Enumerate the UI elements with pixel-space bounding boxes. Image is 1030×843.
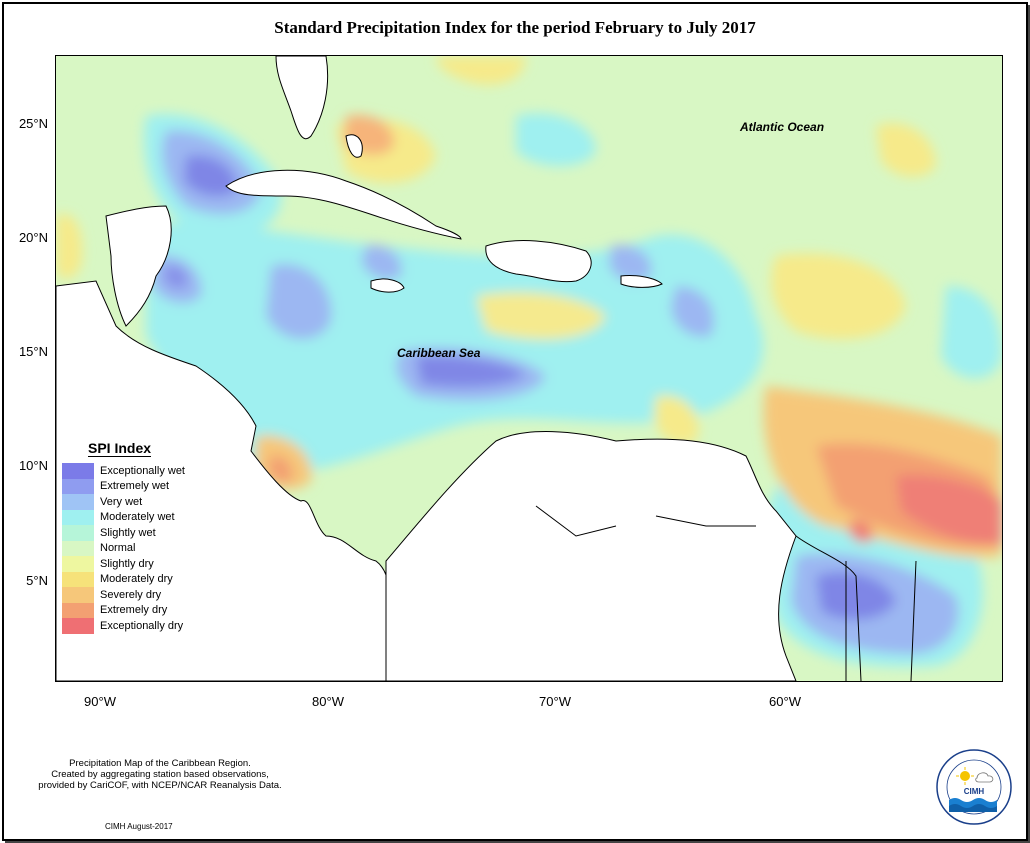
spi-legend: SPI Index Exceptionally wet Extremely wet… xyxy=(62,440,202,634)
legend-item: Slightly wet xyxy=(62,525,202,541)
legend-label: Exceptionally dry xyxy=(100,619,184,632)
legend-item: Extremely dry xyxy=(62,602,202,618)
legend-swatch xyxy=(62,556,94,572)
legend-swatch xyxy=(62,571,94,587)
legend-label: Slightly dry xyxy=(100,557,154,570)
lat-label: 25°N xyxy=(18,116,48,131)
legend-item: Exceptionally wet xyxy=(62,463,202,479)
map-title: Standard Precipitation Index for the per… xyxy=(274,18,756,37)
legend-label: Exceptionally wet xyxy=(100,464,185,477)
legend-item: Extremely wet xyxy=(62,478,202,494)
cimh-logo: CIMH xyxy=(936,749,1012,825)
lon-label: 80°W xyxy=(312,694,344,709)
legend-label: Extremely wet xyxy=(100,480,170,493)
legend-swatch xyxy=(62,494,94,510)
legend-item: Severely dry xyxy=(62,587,202,603)
legend-item: Exceptionally dry xyxy=(62,618,202,634)
legend-swatch xyxy=(62,509,94,525)
legend-item: Moderately dry xyxy=(62,571,202,587)
spi-field xyxy=(56,56,1002,681)
legend-label: Moderately dry xyxy=(100,573,173,586)
atlantic-ocean-label: Atlantic Ocean xyxy=(740,120,825,134)
legend-item: Slightly dry xyxy=(62,556,202,572)
legend-label: Very wet xyxy=(100,495,143,508)
description-line: provided by CariCOF, with NCEP/NCAR Rean… xyxy=(38,780,282,791)
legend-swatch xyxy=(62,478,94,494)
lon-label: 60°W xyxy=(769,694,801,709)
precipitation-map xyxy=(55,55,1003,682)
legend-item: Normal xyxy=(62,540,202,556)
legend-swatch xyxy=(62,540,94,556)
caribbean-sea-label: Caribbean Sea xyxy=(397,346,481,360)
map-description: Precipitation Map of the Caribbean Regio… xyxy=(10,758,310,791)
legend-label: Moderately wet xyxy=(100,511,175,524)
credit-text: CIMH August-2017 xyxy=(105,822,173,831)
description-line: Created by aggregating station based obs… xyxy=(51,769,269,780)
logo-text: CIMH xyxy=(964,787,985,796)
lat-label: 20°N xyxy=(18,230,48,245)
legend-swatch xyxy=(62,618,94,634)
lat-label: 10°N xyxy=(18,458,48,473)
legend-label: Severely dry xyxy=(100,588,162,601)
legend-item: Very wet xyxy=(62,494,202,510)
legend-swatch xyxy=(62,587,94,603)
description-line: Precipitation Map of the Caribbean Regio… xyxy=(69,758,251,769)
legend-label: Extremely dry xyxy=(100,604,168,617)
legend-item: Moderately wet xyxy=(62,509,202,525)
lat-label: 5°N xyxy=(26,573,48,588)
legend-label: Normal xyxy=(100,542,136,555)
legend-title: SPI Index xyxy=(88,440,152,457)
legend-swatch xyxy=(62,525,94,541)
lat-label: 15°N xyxy=(18,344,48,359)
lon-label: 90°W xyxy=(84,694,116,709)
legend-swatch xyxy=(62,463,94,479)
legend-swatch xyxy=(62,602,94,618)
lon-label: 70°W xyxy=(539,694,571,709)
legend-label: Slightly wet xyxy=(100,526,156,539)
